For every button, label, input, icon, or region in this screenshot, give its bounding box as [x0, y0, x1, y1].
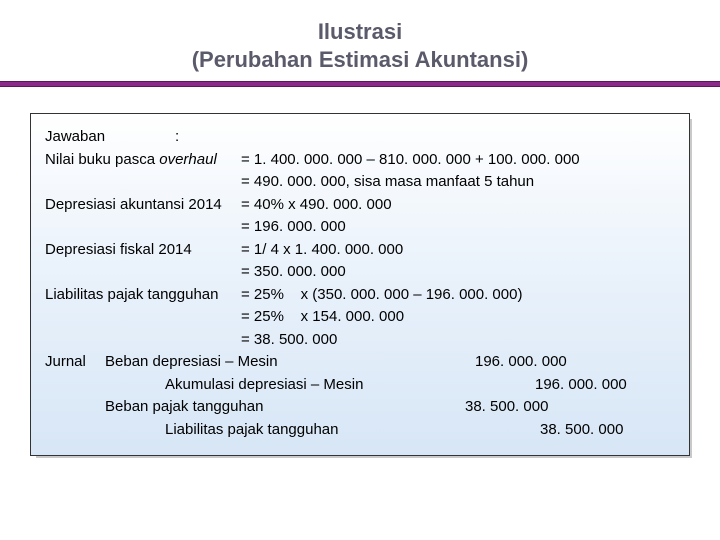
calc-row-1: Nilai buku pasca overhaul = 1. 400. 000.…	[45, 149, 675, 172]
calc-row-7-value: = 25% x (350. 000. 000 – 196. 000. 000)	[241, 284, 675, 307]
content-panel-wrap: Jawaban : Nilai buku pasca overhaul = 1.…	[30, 113, 690, 456]
calc-row-1-label-text: Nilai buku pasca	[45, 151, 159, 168]
journal-spacer-4b	[105, 419, 165, 442]
calc-row-3-label: Depresiasi akuntansi 2014	[45, 194, 241, 217]
calc-row-5: Depresiasi fiskal 2014 = 1/ 4 x 1. 400. …	[45, 239, 675, 262]
calc-row-2-label	[45, 171, 241, 194]
journal-entry-2-label: Akumulasi depresiasi – Mesin	[165, 374, 535, 397]
journal-spacer-2a	[45, 374, 105, 397]
calc-row-2-value: = 490. 000. 000, sisa masa manfaat 5 tah…	[241, 171, 675, 194]
calc-row-6-label	[45, 261, 241, 284]
journal-row-2: Akumulasi depresiasi – Mesin 196. 000. 0…	[45, 374, 675, 397]
content-panel: Jawaban : Nilai buku pasca overhaul = 1.…	[30, 113, 690, 456]
journal-entry-1-amount: 196. 000. 000	[475, 351, 675, 374]
title-block: Ilustrasi (Perubahan Estimasi Akuntansi)	[0, 0, 720, 81]
calc-row-1-value: = 1. 400. 000. 000 – 810. 000. 000 + 100…	[241, 149, 675, 172]
journal-entry-3-label: Beban pajak tangguhan	[105, 396, 465, 419]
journal-label: Jurnal	[45, 351, 105, 374]
journal-entry-1-label: Beban depresiasi – Mesin	[105, 351, 475, 374]
calc-row-1-label: Nilai buku pasca overhaul	[45, 149, 241, 172]
calc-row-5-value: = 1/ 4 x 1. 400. 000. 000	[241, 239, 675, 262]
calc-row-9: = 38. 500. 000	[45, 329, 675, 352]
calc-row-8-value: = 25% x 154. 000. 000	[241, 306, 675, 329]
journal-row-4: Liabilitas pajak tangguhan 38. 500. 000	[45, 419, 675, 442]
calc-row-3: Depresiasi akuntansi 2014 = 40% x 490. 0…	[45, 194, 675, 217]
calc-row-5-label: Depresiasi fiskal 2014	[45, 239, 241, 262]
journal-entry-3-amount: 38. 500. 000	[465, 396, 675, 419]
calc-row-1-label-italic: overhaul	[159, 151, 217, 168]
title-underline-rule	[0, 81, 720, 87]
journal-entry-4-label: Liabilitas pajak tangguhan	[165, 419, 540, 442]
journal-spacer-3a	[45, 396, 105, 419]
calc-row-4-label	[45, 216, 241, 239]
calc-row-7-label: Liabilitas pajak tangguhan	[45, 284, 241, 307]
calc-row-7: Liabilitas pajak tangguhan = 25% x (350.…	[45, 284, 675, 307]
calc-row-9-value: = 38. 500. 000	[241, 329, 675, 352]
calc-row-9-label	[45, 329, 241, 352]
journal-spacer-4a	[45, 419, 105, 442]
journal-row-3: Beban pajak tangguhan 38. 500. 000	[45, 396, 675, 419]
calc-row-4-value: = 196. 000. 000	[241, 216, 675, 239]
calc-row-2: = 490. 000. 000, sisa masa manfaat 5 tah…	[45, 171, 675, 194]
title-line-2: (Perubahan Estimasi Akuntansi)	[0, 46, 720, 74]
journal-entry-2-amount: 196. 000. 000	[535, 374, 675, 397]
journal-entry-4-amount: 38. 500. 000	[540, 419, 675, 442]
answer-heading-row: Jawaban :	[45, 126, 675, 149]
journal-spacer-2b	[105, 374, 165, 397]
calc-row-6-value: = 350. 000. 000	[241, 261, 675, 284]
calc-row-8-label	[45, 306, 241, 329]
calc-row-4: = 196. 000. 000	[45, 216, 675, 239]
calc-row-6: = 350. 000. 000	[45, 261, 675, 284]
title-line-1: Ilustrasi	[0, 18, 720, 46]
calc-row-8: = 25% x 154. 000. 000	[45, 306, 675, 329]
answer-colon: :	[175, 126, 179, 149]
journal-row-1: Jurnal Beban depresiasi – Mesin 196. 000…	[45, 351, 675, 374]
answer-label: Jawaban	[45, 126, 175, 149]
calc-row-3-value: = 40% x 490. 000. 000	[241, 194, 675, 217]
